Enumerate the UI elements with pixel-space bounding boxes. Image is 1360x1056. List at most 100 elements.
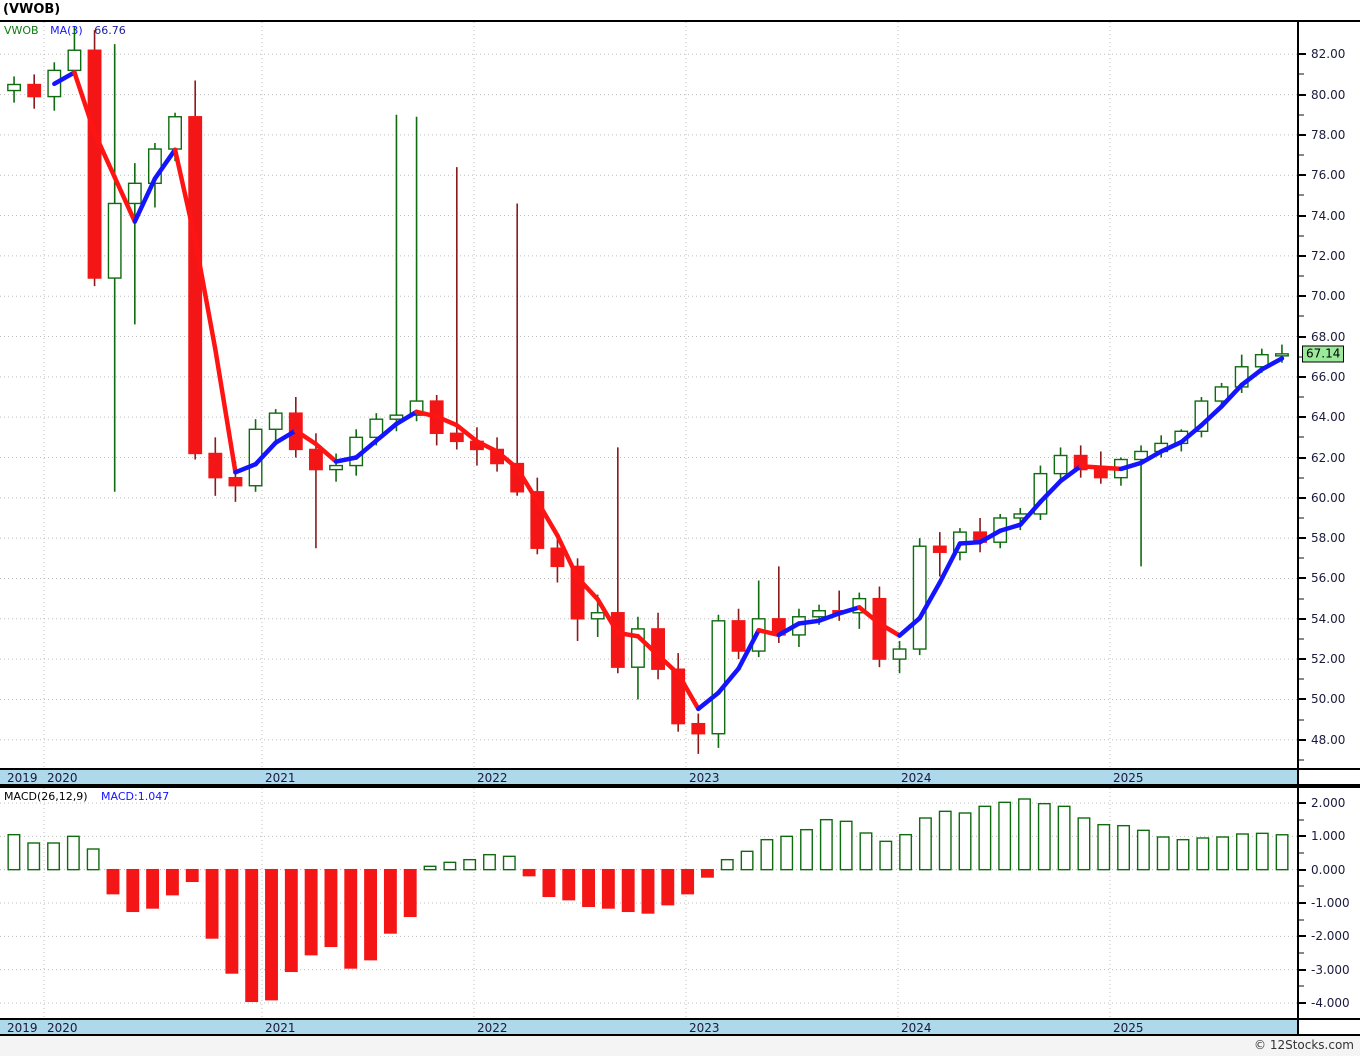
price-y-axis: 82.00 80.00 78.00 76.00 74.00 72.00 70.00 68.00…: [1297, 22, 1360, 768]
macd-y-axis: 2.000 1.000 0.000 -1.000 -2.000 -3.000 -4.000: [1297, 788, 1360, 1018]
price-y-label: 52.00: [1311, 652, 1346, 667]
macd-y-label: -3.000: [1311, 962, 1350, 977]
price-y-label: 60.00: [1311, 490, 1346, 505]
date-axis-bottom: 2019 2020 2021 2022 2023 2024 2025: [0, 1018, 1360, 1036]
macd-y-minor-tick: [1299, 885, 1304, 888]
date-axis-year-label: 2019: [7, 1021, 38, 1035]
price-y-tick: [1299, 496, 1306, 499]
price-panel: VWOB MA(3) 66.76 82.00 80.00 78.00 76.00 74.…: [0, 20, 1360, 768]
price-y-minor-tick: [1299, 315, 1304, 318]
price-y-label: 58.00: [1311, 531, 1346, 546]
price-y-minor-tick: [1299, 678, 1304, 681]
date-axis-top: 2019 2020 2021 2022 2023 2024 2025: [0, 768, 1360, 786]
price-legend-value: 66.76: [94, 24, 126, 37]
price-y-minor-tick: [1299, 597, 1304, 600]
macd-histogram-svg: [0, 788, 1297, 1018]
price-y-tick: [1299, 214, 1306, 217]
date-axis-year-label: 2024: [901, 771, 932, 785]
macd-y-label: 1.000: [1311, 829, 1346, 844]
macd-y-label: -1.000: [1311, 896, 1350, 910]
date-axis-year-label: 2020: [47, 1021, 78, 1035]
price-y-minor-tick: [1299, 557, 1304, 560]
price-y-minor-tick: [1299, 275, 1304, 278]
price-y-label: 78.00: [1311, 127, 1346, 142]
price-y-tick: [1299, 295, 1306, 298]
price-y-minor-tick: [1299, 718, 1304, 721]
macd-y-tick: [1299, 802, 1306, 804]
macd-y-label: 2.000: [1311, 796, 1346, 810]
current-price-badge: 67.14: [1302, 345, 1345, 363]
price-y-label: 62.00: [1311, 450, 1346, 465]
price-y-label: 80.00: [1311, 87, 1346, 102]
price-y-tick: [1299, 456, 1306, 459]
price-y-minor-tick: [1299, 758, 1304, 761]
macd-y-tick: [1299, 968, 1306, 971]
macd-y-tick: [1299, 935, 1306, 938]
date-axis-year-label: 2019: [7, 771, 38, 785]
date-axis-year-label: 2024: [901, 1021, 932, 1035]
price-y-label: 64.00: [1311, 410, 1346, 425]
date-axis-year-label: 2025: [1113, 771, 1144, 785]
macd-y-minor-tick: [1299, 918, 1304, 921]
price-y-tick: [1299, 375, 1306, 378]
price-y-label: 72.00: [1311, 248, 1346, 263]
date-axis-year-label: 2023: [689, 1021, 720, 1035]
page-title: (VWOB): [3, 2, 61, 17]
macd-y-tick: [1299, 1002, 1306, 1004]
date-axis-year-label: 2022: [477, 771, 508, 785]
price-candlestick-svg: [0, 22, 1297, 768]
price-y-tick: [1299, 698, 1306, 701]
price-y-tick: [1299, 658, 1306, 661]
date-axis-top-pad: [1297, 770, 1360, 784]
price-y-minor-tick: [1299, 154, 1304, 157]
macd-y-minor-tick: [1299, 952, 1304, 954]
price-y-label: 70.00: [1311, 289, 1346, 304]
macd-y-tick: [1299, 868, 1306, 871]
macd-y-tick: [1299, 902, 1306, 904]
price-y-tick: [1299, 53, 1306, 56]
price-y-minor-tick: [1299, 516, 1304, 519]
macd-y-label: -2.000: [1311, 929, 1350, 944]
price-legend: VWOB MA(3) 66.76: [4, 24, 126, 37]
price-y-minor-tick: [1299, 355, 1304, 358]
footer: © 12Stocks.com: [0, 1036, 1360, 1056]
price-y-tick: [1299, 738, 1306, 741]
price-y-minor-tick: [1299, 396, 1304, 399]
price-y-minor-tick: [1299, 194, 1304, 197]
macd-y-minor-tick: [1299, 985, 1304, 988]
price-y-minor-tick: [1299, 234, 1304, 237]
title-bar: (VWOB): [0, 0, 1360, 20]
price-y-tick: [1299, 254, 1306, 257]
date-axis-year-label: 2021: [265, 1021, 296, 1035]
price-y-label: 68.00: [1311, 329, 1346, 344]
price-y-label: 66.00: [1311, 369, 1346, 384]
macd-y-label: 0.000: [1311, 862, 1346, 877]
macd-y-minor-tick: [1299, 818, 1304, 821]
price-y-label: 76.00: [1311, 168, 1346, 183]
date-axis-year-label: 2025: [1113, 1021, 1144, 1035]
macd-panel: MACD(26,12,9) MACD:1.047 2.000 1.000 0.000…: [0, 786, 1360, 1018]
macd-plot-area: [0, 788, 1297, 1018]
price-y-label: 82.00: [1311, 47, 1346, 62]
macd-y-minor-tick: [1299, 852, 1304, 854]
date-axis-year-label: 2021: [265, 771, 296, 785]
price-y-tick: [1299, 133, 1306, 136]
price-y-tick: [1299, 93, 1306, 96]
price-legend-symbol: VWOB: [4, 24, 39, 37]
price-y-label: 48.00: [1311, 732, 1346, 747]
price-y-minor-tick: [1299, 436, 1304, 439]
macd-y-tick: [1299, 835, 1306, 838]
macd-legend-name: MACD(26,12,9): [4, 790, 88, 803]
price-plot-area: [0, 22, 1297, 768]
date-axis-year-label: 2022: [477, 1021, 508, 1035]
price-y-label: 56.00: [1311, 571, 1346, 586]
macd-legend: MACD(26,12,9) MACD:1.047: [4, 790, 169, 803]
price-y-tick: [1299, 335, 1306, 338]
macd-y-label: -4.000: [1311, 996, 1350, 1010]
credit-text: © 12Stocks.com: [1254, 1038, 1354, 1052]
price-y-tick: [1299, 537, 1306, 540]
price-y-tick: [1299, 617, 1306, 620]
price-y-minor-tick: [1299, 476, 1304, 479]
date-axis-bottom-pad: [1297, 1020, 1360, 1034]
